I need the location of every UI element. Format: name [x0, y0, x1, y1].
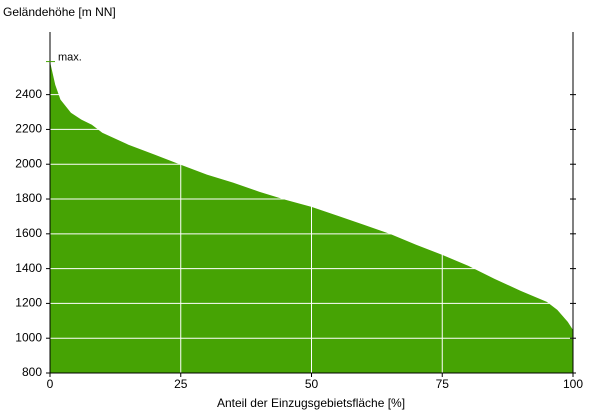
x-tick-label: 0 — [47, 377, 54, 391]
y-tick-label: 1400 — [15, 261, 42, 275]
x-axis-label: Anteil der Einzugsgebietsfläche [%] — [217, 396, 405, 410]
x-tick-label: 50 — [305, 377, 319, 391]
y-tick-label: 2200 — [15, 122, 42, 136]
y-tick-label: 2000 — [15, 156, 42, 170]
annotation: max. — [58, 51, 82, 63]
y-tick-label: 1600 — [15, 226, 42, 240]
y-tick-label: 1800 — [15, 191, 42, 205]
y-tick-label: 1200 — [15, 296, 42, 310]
x-tick-label: 100 — [563, 377, 583, 391]
x-tick-label: 25 — [174, 377, 188, 391]
y-tick-label: 800 — [22, 365, 42, 379]
y-tick-label: 2400 — [15, 87, 42, 101]
y-tick-label: 1000 — [15, 330, 42, 344]
x-tick-label: 75 — [436, 377, 450, 391]
y-axis-label: Geländehöhe [m NN] — [3, 5, 116, 19]
